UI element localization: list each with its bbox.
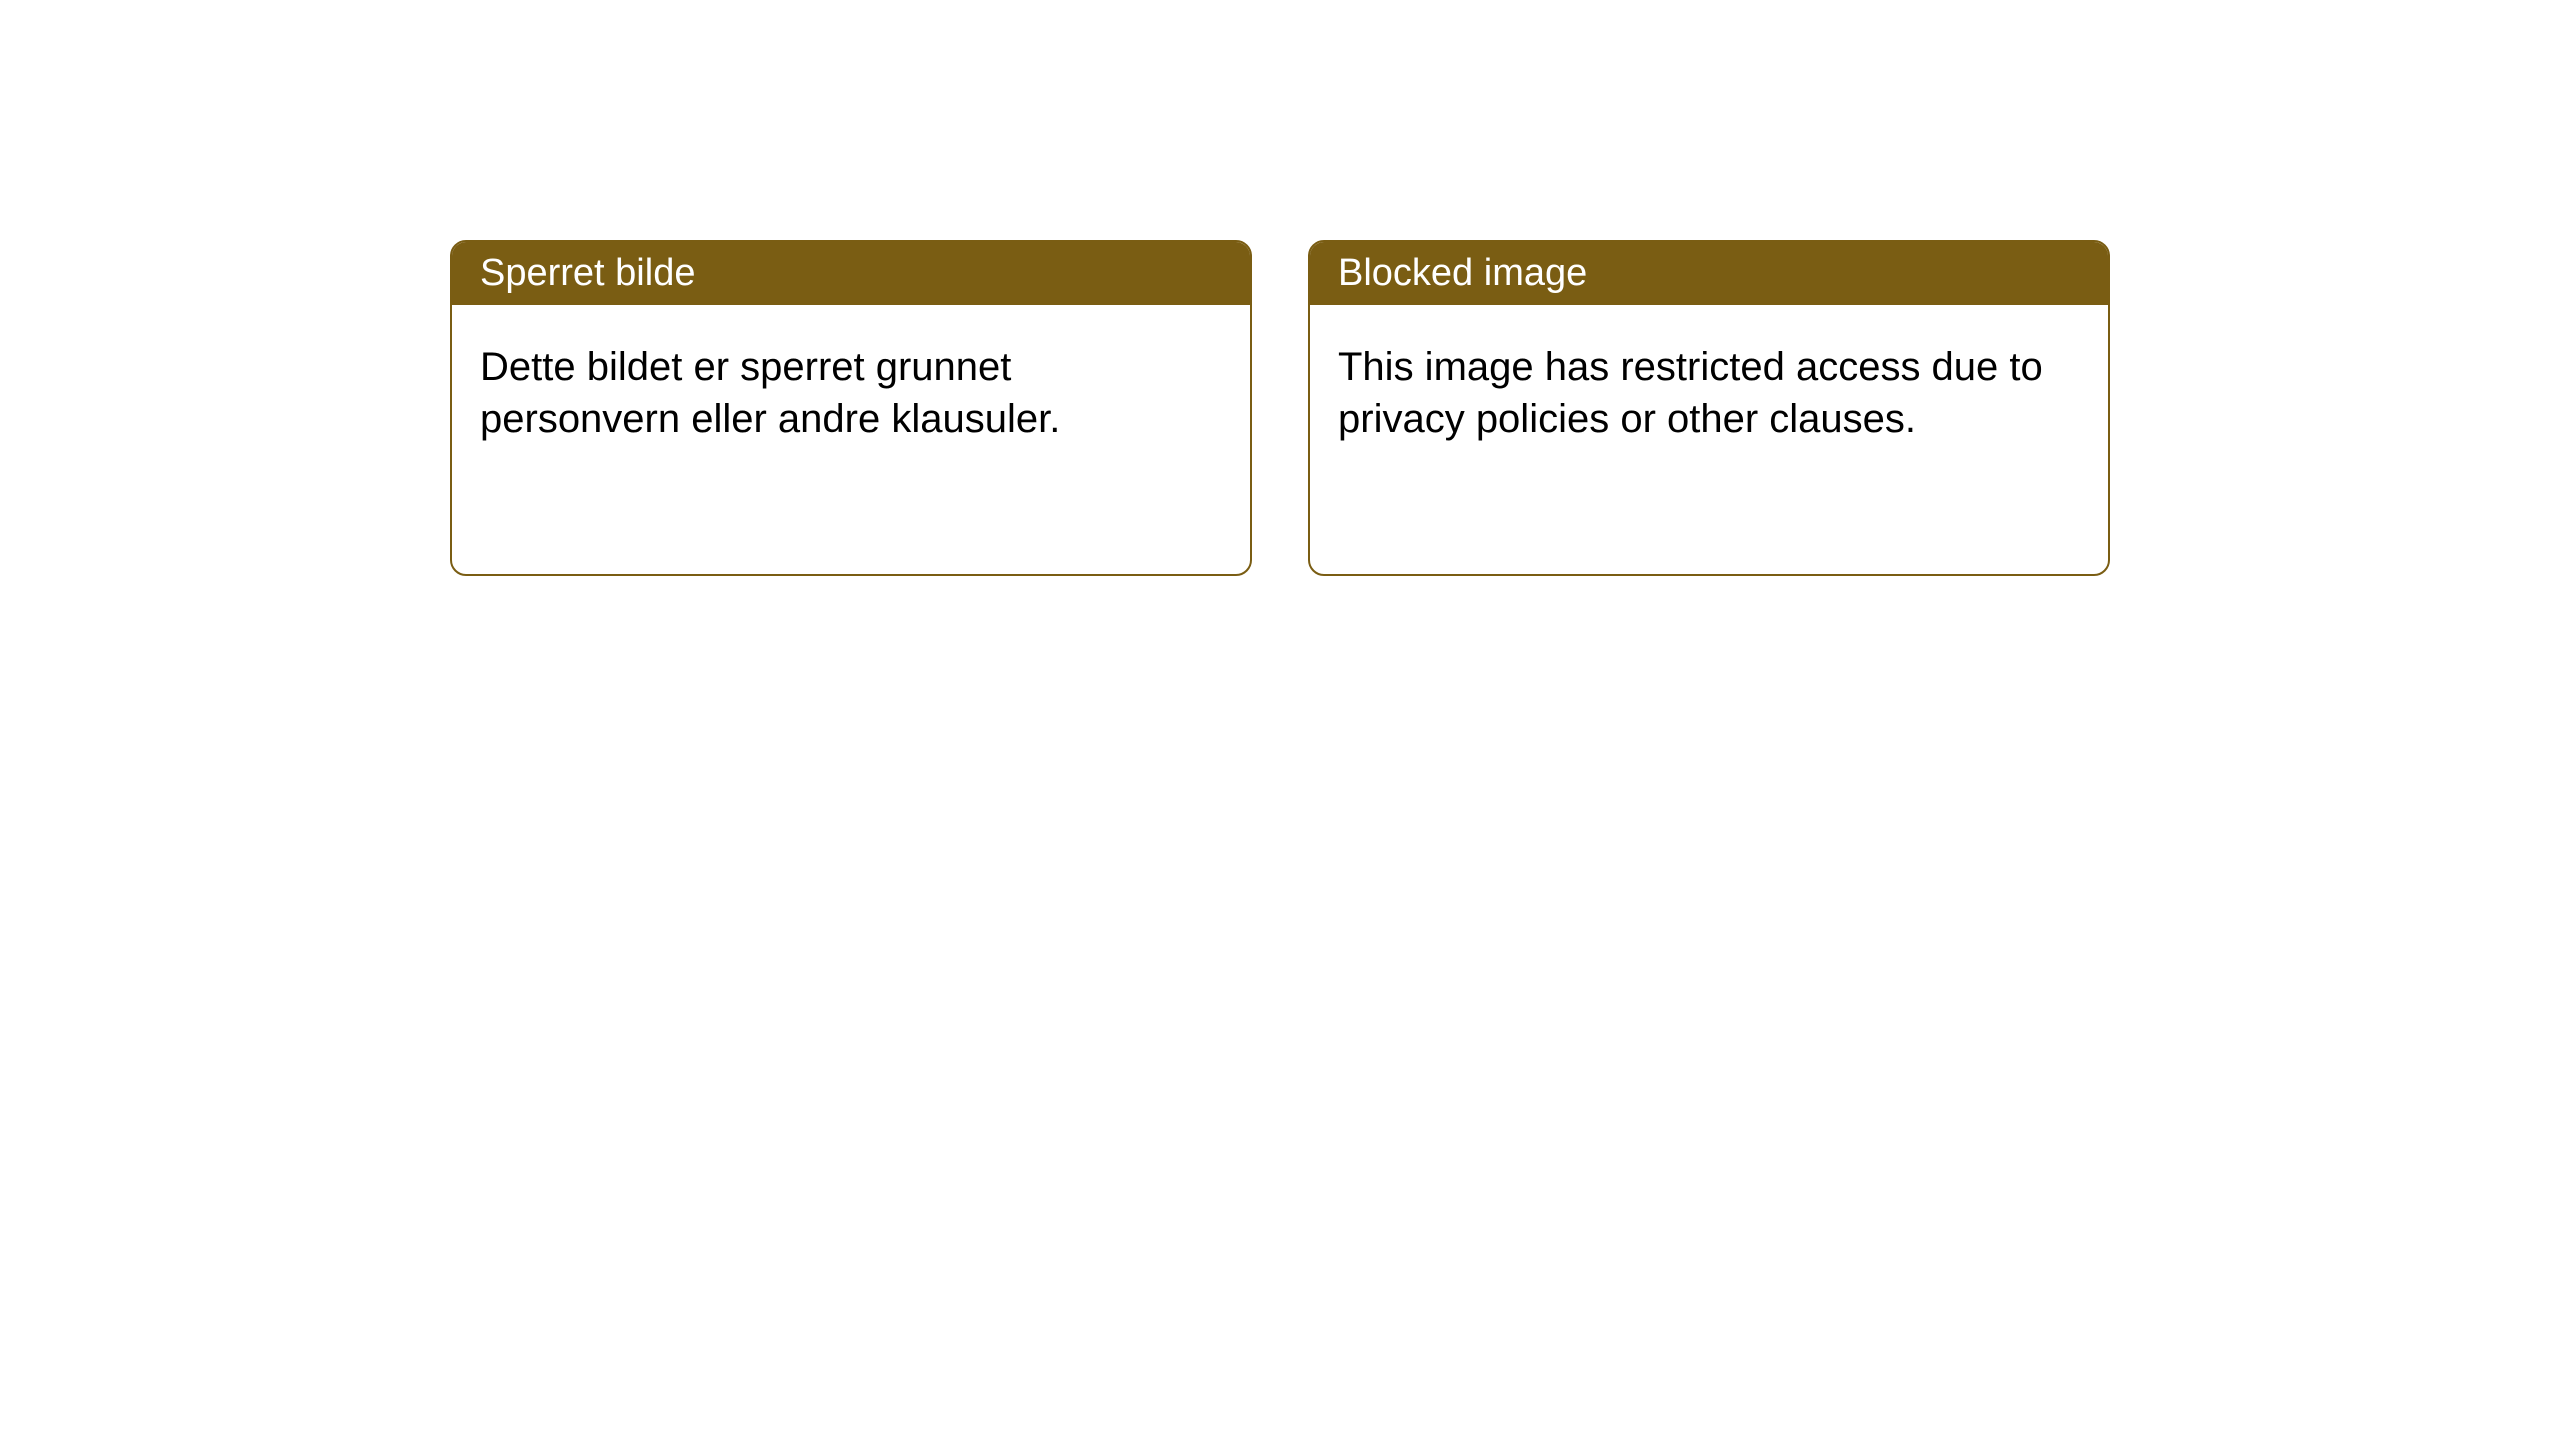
card-header: Blocked image xyxy=(1310,242,2108,305)
notice-card-english: Blocked image This image has restricted … xyxy=(1308,240,2110,576)
card-header-text: Blocked image xyxy=(1338,252,1587,294)
card-body: This image has restricted access due to … xyxy=(1310,305,2108,481)
card-body-text: This image has restricted access due to … xyxy=(1338,345,2043,441)
notice-card-norwegian: Sperret bilde Dette bildet er sperret gr… xyxy=(450,240,1252,576)
card-header-text: Sperret bilde xyxy=(480,252,695,294)
card-body: Dette bildet er sperret grunnet personve… xyxy=(452,305,1250,481)
card-body-text: Dette bildet er sperret grunnet personve… xyxy=(480,345,1060,441)
notice-container: Sperret bilde Dette bildet er sperret gr… xyxy=(0,0,2560,576)
card-header: Sperret bilde xyxy=(452,242,1250,305)
